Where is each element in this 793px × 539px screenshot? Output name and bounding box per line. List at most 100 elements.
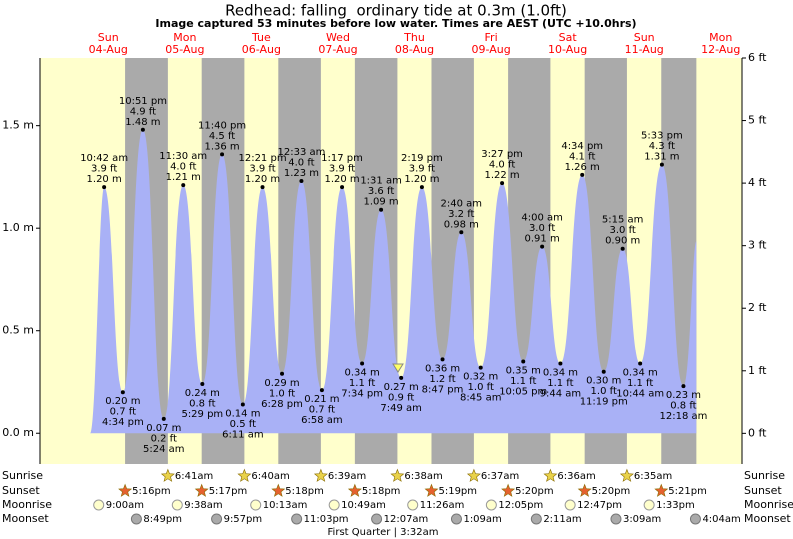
- moonrise-icon: [328, 499, 340, 511]
- moonrise-row-label: Moonrise: [744, 498, 793, 511]
- now-marker: [392, 363, 404, 373]
- tide-time: 12:21 pm: [238, 153, 286, 164]
- moonset-icon: [130, 513, 142, 525]
- sunrise-time: 6:38am: [404, 471, 442, 482]
- sunset-time: 5:18pm: [285, 486, 324, 497]
- day-weekday: Sun: [98, 31, 119, 44]
- sunset-row-label: Sunset: [2, 484, 40, 497]
- sunrise-time: 6:37am: [481, 471, 519, 482]
- tide-height-m: 0.36 m: [425, 363, 460, 374]
- tide-height-m: 0.14 m: [225, 409, 260, 420]
- tide-height-ft: 0.5 ft: [230, 419, 256, 430]
- sunrise-icon: [543, 468, 558, 482]
- day-weekday: Thu: [403, 31, 425, 44]
- day-weekday: Sun: [634, 31, 655, 44]
- tide-height-ft: 3.2 ft: [448, 209, 474, 220]
- day-weekday: Mon: [709, 31, 732, 44]
- tide-time: 12:18 am: [659, 411, 707, 422]
- moonrise-time: 12:05pm: [498, 500, 543, 511]
- tide-time: 7:49 am: [380, 403, 422, 414]
- moonrise-time: 10:13am: [263, 500, 308, 511]
- sunset-time: 5:21pm: [668, 486, 707, 497]
- day-date: 05-Aug: [165, 43, 204, 56]
- extreme-point: [360, 361, 365, 366]
- moonset-icon: [371, 513, 383, 525]
- tide-time: 3:27 pm: [481, 149, 523, 160]
- tide-height-m: 0.35 m: [506, 365, 541, 376]
- moonrise-icon: [250, 499, 262, 511]
- extreme-point: [379, 207, 384, 212]
- day-weekday: Tue: [251, 31, 271, 44]
- y-tick-label: 0.0 m: [2, 426, 34, 439]
- tide-time: 7:34 pm: [341, 389, 383, 400]
- extreme-point: [399, 375, 404, 380]
- moonset-time: 12:07am: [384, 514, 429, 525]
- extreme-point: [558, 361, 563, 366]
- tide-height-ft: 0.2 ft: [151, 433, 177, 444]
- moonrise-icon: [564, 499, 576, 511]
- extreme-point: [340, 185, 345, 190]
- extreme-point: [140, 127, 145, 132]
- chart-subtitle: Image captured 53 minutes before low wat…: [155, 17, 636, 30]
- tide-height-ft: 3.0 ft: [529, 223, 555, 234]
- day-weekday: Sat: [559, 31, 578, 44]
- extreme-point: [319, 388, 324, 393]
- day-date: 06-Aug: [242, 43, 281, 56]
- tide-height-ft: 3.9 ft: [409, 164, 435, 175]
- day-date: 12-Aug: [701, 43, 740, 56]
- tide-height-ft: 1.1 ft: [510, 376, 536, 387]
- tide-height-ft: 0.8 ft: [670, 401, 696, 412]
- tide-height-ft: 0.8 ft: [189, 399, 215, 410]
- day-date: 07-Aug: [318, 43, 357, 56]
- tide-time: 6:11 am: [222, 430, 264, 441]
- moonrise-time: 1:33pm: [656, 500, 695, 511]
- tide-time: 4:00 am: [521, 213, 563, 224]
- extreme-point: [500, 181, 505, 186]
- extreme-point: [601, 369, 606, 374]
- moonset-time: 9:57pm: [224, 514, 263, 525]
- moonset-time: 4:04am: [702, 514, 740, 525]
- extreme-point: [161, 416, 166, 421]
- tide-height-m: 0.34 m: [623, 368, 658, 379]
- tide-height-m: 1.20 m: [324, 174, 359, 185]
- y2-tick-label: 5 ft: [748, 114, 767, 127]
- sunset-icon: [501, 483, 516, 497]
- extreme-point: [659, 162, 664, 167]
- sunrise-icon: [390, 468, 405, 482]
- tide-height-m: 0.30 m: [586, 376, 621, 387]
- sunrise-time: 6:36am: [557, 471, 595, 482]
- chart-title: Redhead: falling ordinary tide at 0.3m (…: [225, 2, 567, 20]
- extreme-point: [260, 185, 265, 190]
- tide-time: 5:29 pm: [181, 409, 223, 420]
- tide-height-ft: 1.2 ft: [429, 374, 455, 385]
- tide-time: 1:17 pm: [321, 153, 363, 164]
- tide-height-ft: 1.0 ft: [269, 388, 295, 399]
- moonrise-icon: [171, 499, 183, 511]
- tide-time: 11:19 pm: [580, 397, 628, 408]
- moonset-icon: [450, 513, 462, 525]
- sunset-icon: [118, 483, 133, 497]
- tide-time: 1:31 am: [360, 176, 402, 187]
- tide-height-ft: 1.1 ft: [349, 378, 375, 389]
- sunrise-row-label: Sunrise: [2, 469, 43, 482]
- extreme-point: [521, 359, 526, 364]
- tide-height-m: 1.48 m: [125, 117, 160, 128]
- tide-height-ft: 4.1 ft: [569, 151, 595, 162]
- tide-time: 8:47 pm: [422, 384, 464, 395]
- day-weekday: Mon: [173, 31, 196, 44]
- moonset-time: 8:49pm: [143, 514, 182, 525]
- tide-time: 10:51 pm: [119, 96, 167, 107]
- tide-height-ft: 4.0 ft: [170, 162, 196, 173]
- sunset-time: 5:17pm: [209, 486, 248, 497]
- extreme-point: [681, 384, 686, 389]
- tide-time: 4:34 pm: [561, 141, 603, 152]
- moonset-time: 1:09am: [463, 514, 501, 525]
- sunset-icon: [577, 483, 592, 497]
- day-weekday: Fri: [485, 31, 498, 44]
- moonrise-icon: [93, 499, 105, 511]
- sunset-icon: [654, 483, 669, 497]
- tide-time: 6:58 am: [301, 415, 343, 426]
- sunset-time: 5:16pm: [132, 486, 171, 497]
- moonset-time: 11:03pm: [304, 514, 349, 525]
- day-weekday: Wed: [326, 31, 350, 44]
